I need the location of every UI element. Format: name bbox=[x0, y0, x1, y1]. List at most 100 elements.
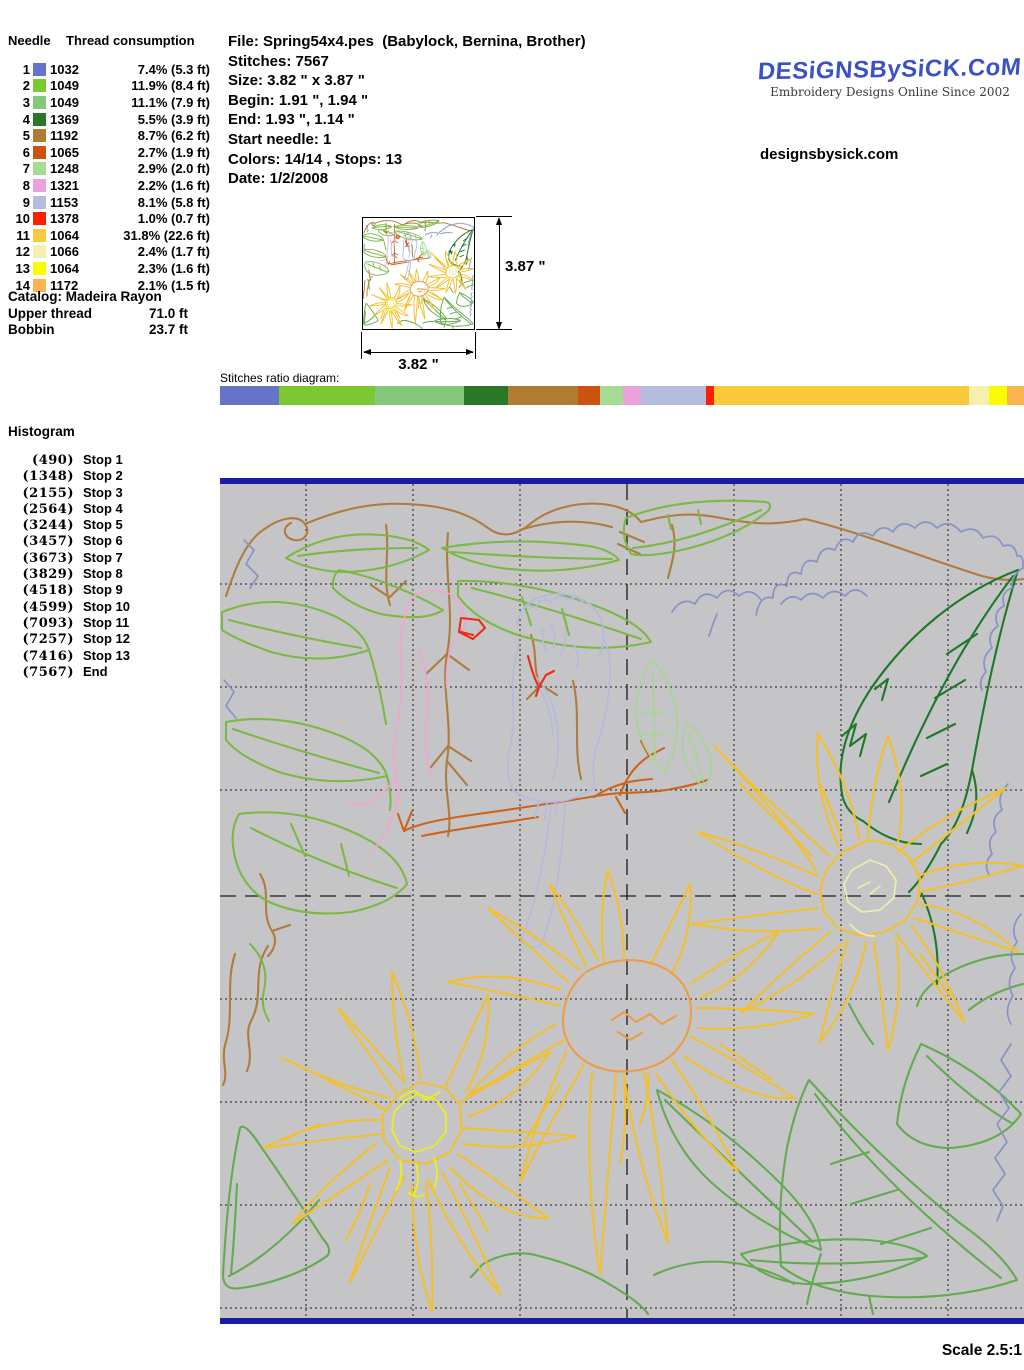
histogram-row: (4518) Stop 9 bbox=[8, 582, 130, 598]
thread-number: 1064 bbox=[50, 227, 79, 243]
needle-row: 1 1032 7.4% (5.3 ft) bbox=[8, 61, 210, 78]
thread-color-swatch bbox=[33, 145, 46, 159]
thread-consumption-value: 11.1% (7.9 ft) bbox=[131, 94, 210, 110]
design-thumbnail bbox=[362, 217, 475, 330]
histogram-row: (3829) Stop 8 bbox=[8, 566, 130, 582]
thread-consumption-value: 8.1% (5.8 ft) bbox=[137, 194, 210, 210]
stop-stitch-count: (3673) bbox=[22, 550, 74, 566]
stop-label: Stop 11 bbox=[83, 614, 130, 630]
thread-consumption-value: 11.9% (8.4 ft) bbox=[131, 78, 210, 94]
needle-number: 4 bbox=[22, 111, 30, 127]
histogram-row: (4599) Stop 10 bbox=[8, 599, 130, 615]
arrow-left-icon bbox=[363, 349, 371, 355]
histogram-row: (7093) Stop 11 bbox=[8, 615, 130, 631]
needle-consumption-table: Needle Thread consumption 1 1032 7.4% (5.3… bbox=[8, 33, 210, 293]
thread-color-swatch bbox=[33, 62, 46, 76]
needle-row: 7 1248 2.9% (2.0 ft) bbox=[8, 161, 210, 178]
height-dimension-cap-top bbox=[476, 216, 512, 217]
thread-number: 1248 bbox=[50, 161, 79, 177]
needle-number: 2 bbox=[22, 78, 30, 94]
height-dimension-label: 3.87 " bbox=[505, 258, 546, 275]
site-name-link[interactable]: designsbysick.com bbox=[760, 146, 899, 163]
needle-number: 7 bbox=[22, 161, 30, 177]
needle-column-header: Needle bbox=[8, 33, 51, 48]
thread-number: 1378 bbox=[50, 211, 79, 227]
stop-stitch-count: (4599) bbox=[22, 599, 74, 615]
needle-row: 10 1378 1.0% (0.7 ft) bbox=[8, 210, 210, 227]
histogram-row: (7416) Stop 13 bbox=[8, 648, 130, 664]
scale-label: Scale 2.5:1 bbox=[941, 1342, 1022, 1359]
needle-number: 13 bbox=[15, 260, 30, 276]
thread-number: 1192 bbox=[50, 128, 79, 144]
ratio-segment bbox=[578, 386, 600, 405]
thread-color-swatch bbox=[33, 129, 46, 143]
histogram-row: (3244) Stop 5 bbox=[8, 517, 130, 533]
thread-color-swatch bbox=[33, 95, 46, 109]
needle-number: 11 bbox=[16, 227, 30, 243]
thread-color-swatch bbox=[33, 79, 46, 93]
needle-row: 11 1064 31.8% (22.6 ft) bbox=[8, 227, 210, 244]
histogram-block: Histogram (490) Stop 1 (1348) Stop 2 (2155) S… bbox=[8, 424, 130, 680]
thread-color-swatch bbox=[33, 195, 46, 209]
file-info-line: Stitches: 7567 bbox=[228, 52, 329, 70]
stop-label: Stop 8 bbox=[83, 566, 123, 582]
width-dimension-line bbox=[364, 352, 473, 353]
thread-consumption-value: 1.0% (0.7 ft) bbox=[137, 211, 210, 227]
thread-consumption-value: 7.4% (5.3 ft) bbox=[137, 61, 210, 77]
needle-row: 2 1049 11.9% (8.4 ft) bbox=[8, 78, 210, 95]
thread-color-swatch bbox=[33, 278, 46, 292]
thread-color-swatch bbox=[33, 178, 46, 192]
file-info-line: Begin: 1.91 ", 1.94 " bbox=[228, 91, 369, 109]
stop-label: Stop 6 bbox=[83, 533, 123, 549]
needle-row: 14 1172 2.1% (1.5 ft) bbox=[8, 277, 210, 294]
needle-number: 9 bbox=[22, 194, 30, 210]
file-info-line: File: Spring54x4.pes (Babylock, Bernina,… bbox=[228, 33, 586, 50]
width-extension-left bbox=[361, 332, 362, 359]
thread-consumption-value: 2.1% (1.5 ft) bbox=[137, 277, 210, 293]
stop-label: Stop 13 bbox=[83, 647, 130, 663]
file-info-line: Size: 3.82 " x 3.87 " bbox=[228, 72, 365, 90]
stop-label: Stop 12 bbox=[83, 631, 130, 647]
stop-stitch-count: (490) bbox=[32, 453, 74, 468]
logo-title[interactable]: DESiGNSBySiCK.CoM bbox=[757, 53, 1023, 86]
histogram-title: Histogram bbox=[8, 424, 75, 439]
height-dimension-line bbox=[499, 219, 500, 327]
needle-number: 14 bbox=[15, 277, 30, 293]
histogram-row: (2564) Stop 4 bbox=[8, 501, 130, 517]
arrow-right-icon bbox=[466, 349, 474, 355]
needle-number: 12 bbox=[15, 244, 30, 260]
stop-stitch-count: (3244) bbox=[22, 518, 74, 534]
thread-consumption-value: 2.4% (1.7 ft) bbox=[137, 244, 210, 260]
arrow-up-icon bbox=[496, 217, 502, 225]
catalog-title: Catalog: Madeira Rayon bbox=[8, 289, 162, 304]
thread-consumption-value: 31.8% (22.6 ft) bbox=[123, 227, 210, 243]
height-dimension-cap-bottom bbox=[476, 329, 512, 330]
ratio-segment bbox=[220, 386, 280, 405]
ratio-diagram-label: Stitches ratio diagram: bbox=[220, 371, 340, 385]
needle-row: 9 1153 8.1% (5.8 ft) bbox=[8, 194, 210, 211]
thread-number: 1321 bbox=[50, 177, 79, 193]
thread-color-swatch bbox=[33, 261, 46, 275]
thread-number: 1065 bbox=[50, 144, 79, 160]
design-canvas[interactable] bbox=[220, 478, 1024, 1324]
needle-row: 4 1369 5.5% (3.9 ft) bbox=[8, 111, 210, 128]
arrow-down-icon bbox=[496, 322, 502, 330]
ratio-segment bbox=[279, 386, 376, 405]
histogram-row: (7567) End bbox=[8, 664, 130, 680]
file-info-line: Date: 1/2/2008 bbox=[228, 170, 329, 188]
stop-label: Stop 9 bbox=[83, 582, 123, 598]
histogram-row: (3673) Stop 7 bbox=[8, 550, 130, 566]
stop-label: Stop 4 bbox=[83, 500, 123, 516]
stop-stitch-count: (4518) bbox=[22, 583, 74, 599]
stop-label: Stop 3 bbox=[83, 484, 123, 500]
thread-consumption-value: 2.7% (1.9 ft) bbox=[137, 144, 210, 160]
needle-number: 6 bbox=[22, 144, 30, 160]
stop-label: Stop 5 bbox=[83, 517, 123, 533]
ratio-segment bbox=[640, 386, 706, 405]
needle-number: 3 bbox=[22, 94, 30, 110]
needle-number: 5 bbox=[22, 128, 30, 144]
ratio-segment bbox=[988, 386, 1008, 405]
stop-label: Stop 7 bbox=[83, 549, 123, 565]
histogram-row: (7257) Stop 12 bbox=[8, 631, 130, 647]
stop-label: End bbox=[83, 663, 108, 679]
